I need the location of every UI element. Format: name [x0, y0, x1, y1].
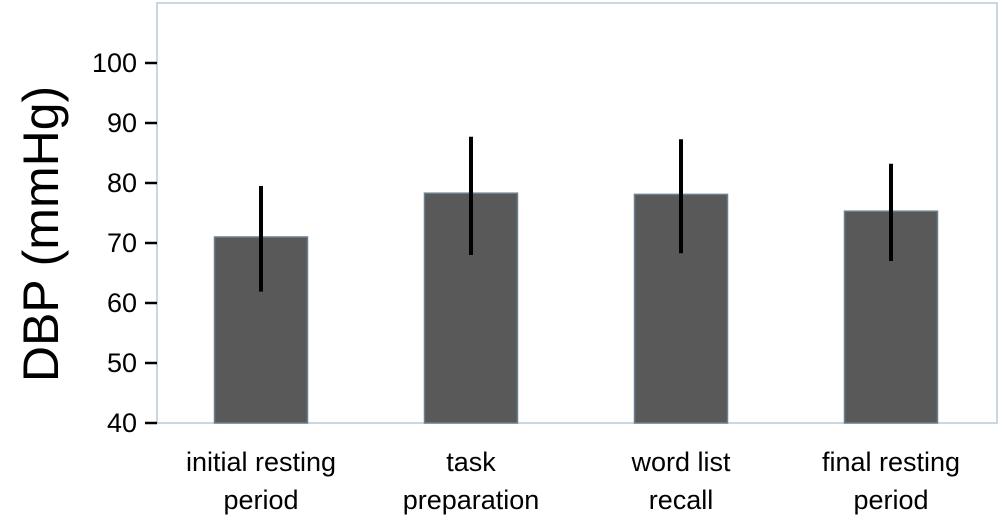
- category-label-line: recall: [649, 485, 714, 515]
- category-label-line: word list: [630, 447, 731, 477]
- category-label-3: final resting period: [822, 447, 960, 515]
- category-label-line: initial resting: [186, 447, 336, 477]
- y-tick-label: 80: [107, 168, 137, 198]
- y-tick-label: 50: [107, 348, 137, 378]
- y-axis: 40 50 60 70 80 90 100: [92, 48, 157, 438]
- category-label-0: initial resting period: [186, 447, 336, 515]
- error-bars: [259, 136, 893, 292]
- y-axis-title: DBP (mmHg): [13, 86, 69, 382]
- plot-frame: [156, 2, 998, 424]
- y-tick-label: 70: [107, 228, 137, 258]
- x-axis-labels: initial resting period task preparation word…: [186, 447, 960, 515]
- category-label-line: final resting: [822, 447, 960, 477]
- category-label-line: task: [446, 447, 496, 477]
- y-tick-label: 100: [92, 48, 137, 78]
- bars: [213, 192, 939, 424]
- y-tick-label: 60: [107, 288, 137, 318]
- category-label-line: preparation: [403, 485, 540, 515]
- category-label-1: task preparation: [403, 447, 540, 515]
- y-tick-label: 40: [107, 408, 137, 438]
- category-label-line: period: [223, 485, 298, 515]
- y-tick-label: 90: [107, 108, 137, 138]
- category-label-line: period: [853, 485, 928, 515]
- category-label-2: word list recall: [630, 447, 731, 515]
